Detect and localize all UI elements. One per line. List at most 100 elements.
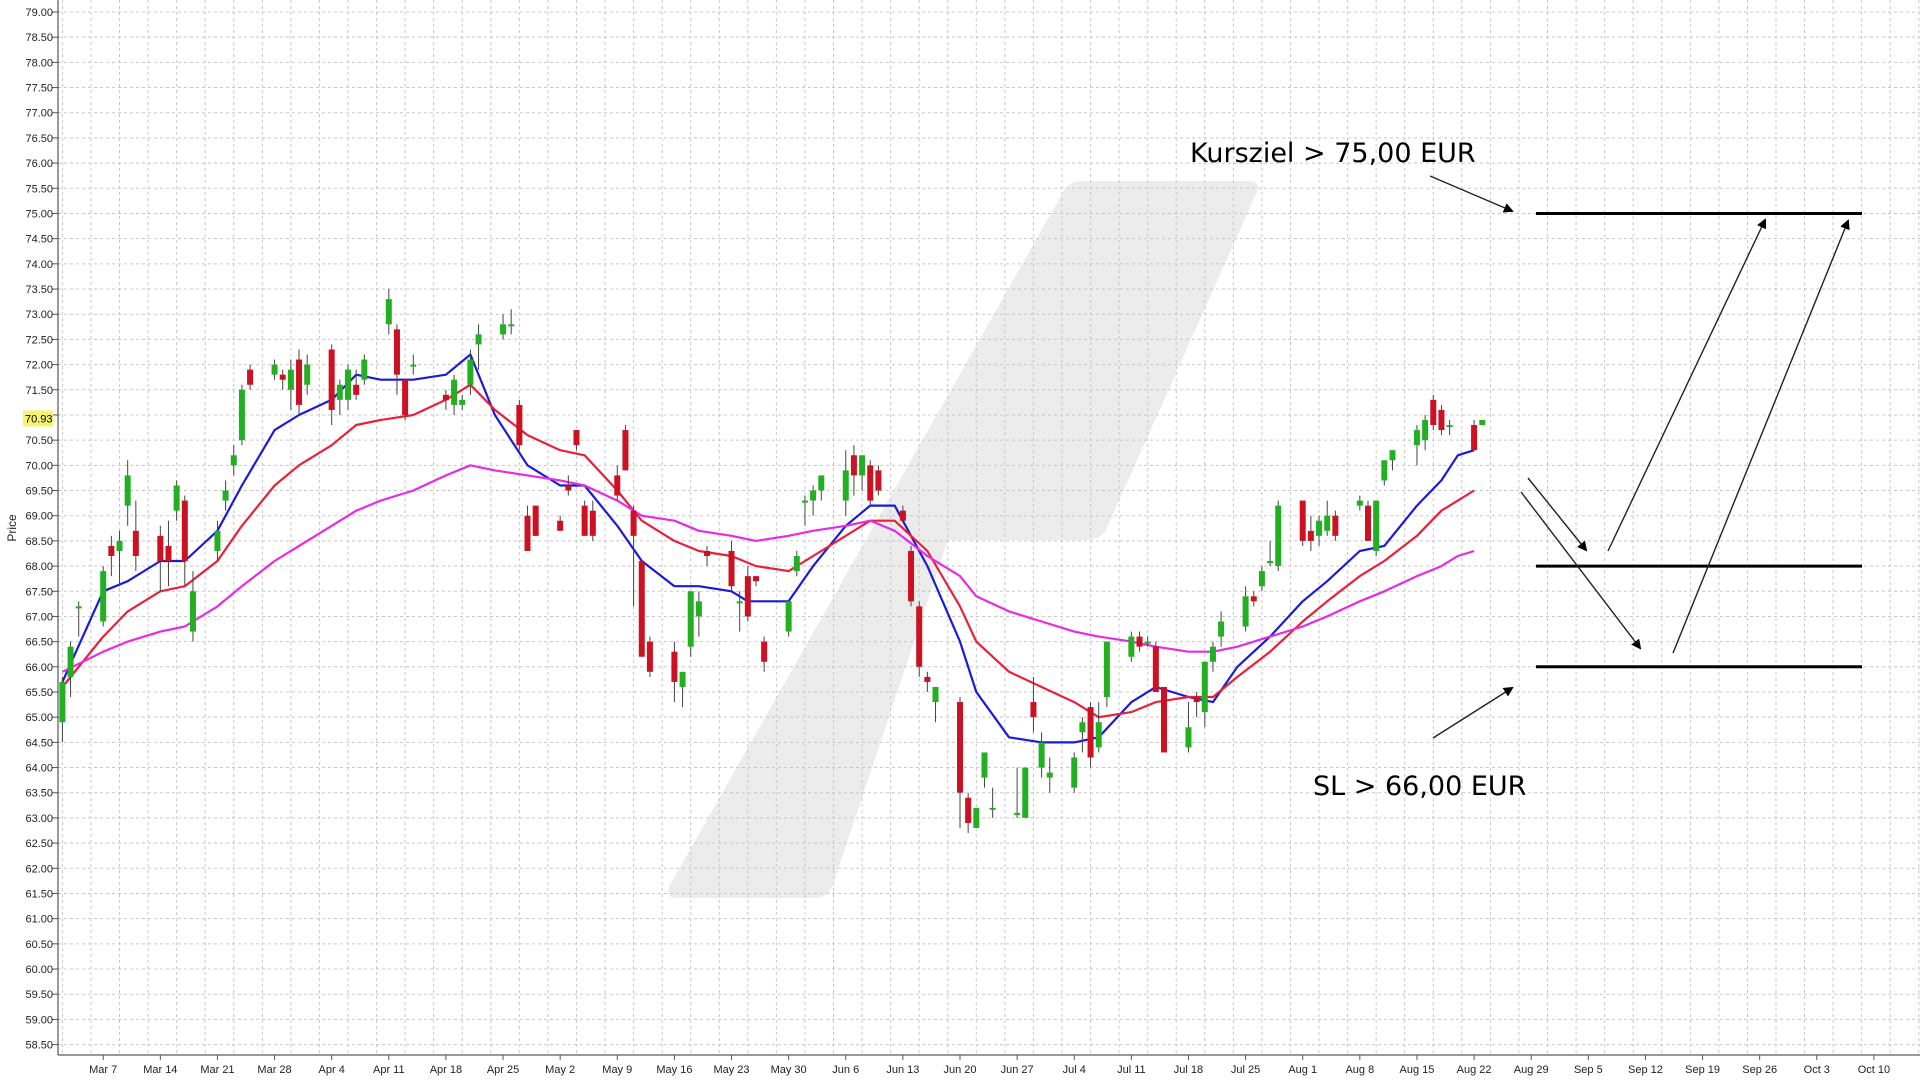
- y-tick-label: 68.50: [25, 536, 53, 548]
- candle-body: [304, 364, 311, 385]
- y-tick-label: 74.00: [25, 259, 53, 271]
- annotation-arrow: [1432, 686, 1514, 739]
- y-axis-title: Price: [5, 514, 19, 542]
- moving-average-lines: [61, 353, 1475, 744]
- candle-body: [279, 374, 286, 380]
- candle-body: [1185, 727, 1192, 748]
- x-tick-label: Mar 14: [143, 1064, 177, 1076]
- candle-body: [957, 702, 963, 793]
- y-tick-label: 59.00: [25, 1014, 53, 1026]
- candle-body: [1356, 500, 1363, 506]
- candle-body: [247, 369, 254, 385]
- candle-body: [630, 510, 637, 536]
- x-tick-label: Apr 11: [373, 1064, 405, 1076]
- y-tick-labels: 79.00 78.50 78.00 77.50 77.00 76.50 76.00 75.50…: [25, 7, 53, 1052]
- candle-body: [622, 430, 629, 471]
- candle-body: [132, 530, 139, 556]
- candle-body: [1446, 425, 1453, 428]
- candle-body: [222, 490, 229, 501]
- candle-body: [1299, 500, 1306, 541]
- candle-body: [451, 379, 458, 405]
- candle-body: [1258, 571, 1265, 587]
- y-tick-label: 65.00: [25, 712, 53, 724]
- candle-body: [1014, 812, 1021, 815]
- y-tick-label: 64.50: [25, 737, 53, 749]
- x-tick-label: May 30: [771, 1064, 807, 1076]
- y-tick-label: 76.50: [25, 133, 53, 145]
- x-tick-labels: Mar 7 Mar 14 Mar 21 Mar 28 Apr 4 Apr 11 Apr 18…: [89, 1055, 1890, 1076]
- candle-body: [59, 681, 66, 723]
- candle-body: [785, 601, 792, 632]
- candle-body: [646, 641, 653, 672]
- candle-body: [1365, 505, 1371, 541]
- candle-body: [1316, 520, 1323, 536]
- candle-body: [818, 475, 825, 491]
- x-tick-label: Apr 18: [430, 1064, 462, 1076]
- candle-body: [157, 535, 164, 562]
- y-tick-label: 76.00: [25, 158, 53, 170]
- y-tick-label: 59.50: [25, 989, 53, 1001]
- candle-body: [459, 399, 466, 405]
- y-tick-label: 70.00: [25, 460, 53, 472]
- annotation-arrow: [1520, 491, 1642, 650]
- y-tick-label: 58.50: [25, 1040, 53, 1052]
- candle-body: [1479, 419, 1486, 426]
- candle-body: [1046, 772, 1053, 778]
- y-tick-label: 78.50: [25, 32, 53, 44]
- candle-body: [965, 797, 972, 823]
- candle-body: [508, 324, 515, 327]
- candle-body: [524, 515, 531, 551]
- price-levels: [1536, 211, 1862, 669]
- current-price-badge-background: [23, 410, 53, 427]
- y-tick-label: 66.50: [25, 637, 53, 649]
- candle-body: [336, 384, 343, 400]
- y-tick-label: 71.50: [25, 385, 53, 397]
- y-tick-label: 75.50: [25, 183, 53, 195]
- candle-body: [296, 359, 303, 405]
- x-tick-label: Jun 20: [943, 1064, 976, 1076]
- candle-body: [973, 807, 980, 828]
- y-tick-label: 61.50: [25, 888, 53, 900]
- y-tick-label: 67.00: [25, 611, 53, 623]
- candle-body: [516, 404, 523, 446]
- y-tick-label: 62.50: [25, 838, 53, 850]
- candle-body: [1381, 460, 1388, 481]
- y-tick-label: 75.00: [25, 208, 53, 220]
- moving-average-line: [61, 353, 1475, 744]
- y-tick-label: 62.00: [25, 863, 53, 875]
- candle-body: [214, 530, 221, 551]
- candlesticks: [59, 289, 1486, 834]
- x-tick-label: Jul 25: [1231, 1064, 1260, 1076]
- x-tick-label: Apr 4: [319, 1064, 345, 1076]
- candle-body: [1030, 702, 1037, 718]
- candle-body: [1038, 742, 1045, 768]
- current-price-badge: 70.93: [23, 410, 53, 427]
- candle-body: [532, 505, 539, 536]
- x-tick-label: May 2: [545, 1064, 575, 1076]
- y-tick-label: 64.00: [25, 763, 53, 775]
- candle-body: [1324, 515, 1331, 531]
- candle-body: [1218, 621, 1225, 637]
- candle-body: [1471, 425, 1478, 451]
- candle-body: [638, 561, 645, 657]
- candle-body: [581, 505, 588, 536]
- y-tick-label: 78.00: [25, 57, 53, 69]
- candle-body: [981, 752, 988, 778]
- y-tick-label: 61.00: [25, 914, 53, 926]
- candle-body: [124, 475, 131, 506]
- candle-body: [875, 470, 882, 491]
- y-tick-label: 70.50: [25, 435, 53, 447]
- x-tick-label: Oct 10: [1858, 1064, 1890, 1076]
- candle-body: [1430, 399, 1437, 426]
- candle-body: [744, 576, 751, 617]
- annotation-arrow: [1429, 175, 1514, 213]
- candle-body: [402, 379, 409, 415]
- candle-body: [932, 686, 939, 703]
- y-tick-label: 72.50: [25, 334, 53, 346]
- candle-body: [989, 807, 996, 810]
- candle-body: [810, 490, 817, 501]
- candle-body: [165, 545, 172, 562]
- candle-body: [189, 591, 196, 632]
- y-tick-label: 72.00: [25, 360, 53, 372]
